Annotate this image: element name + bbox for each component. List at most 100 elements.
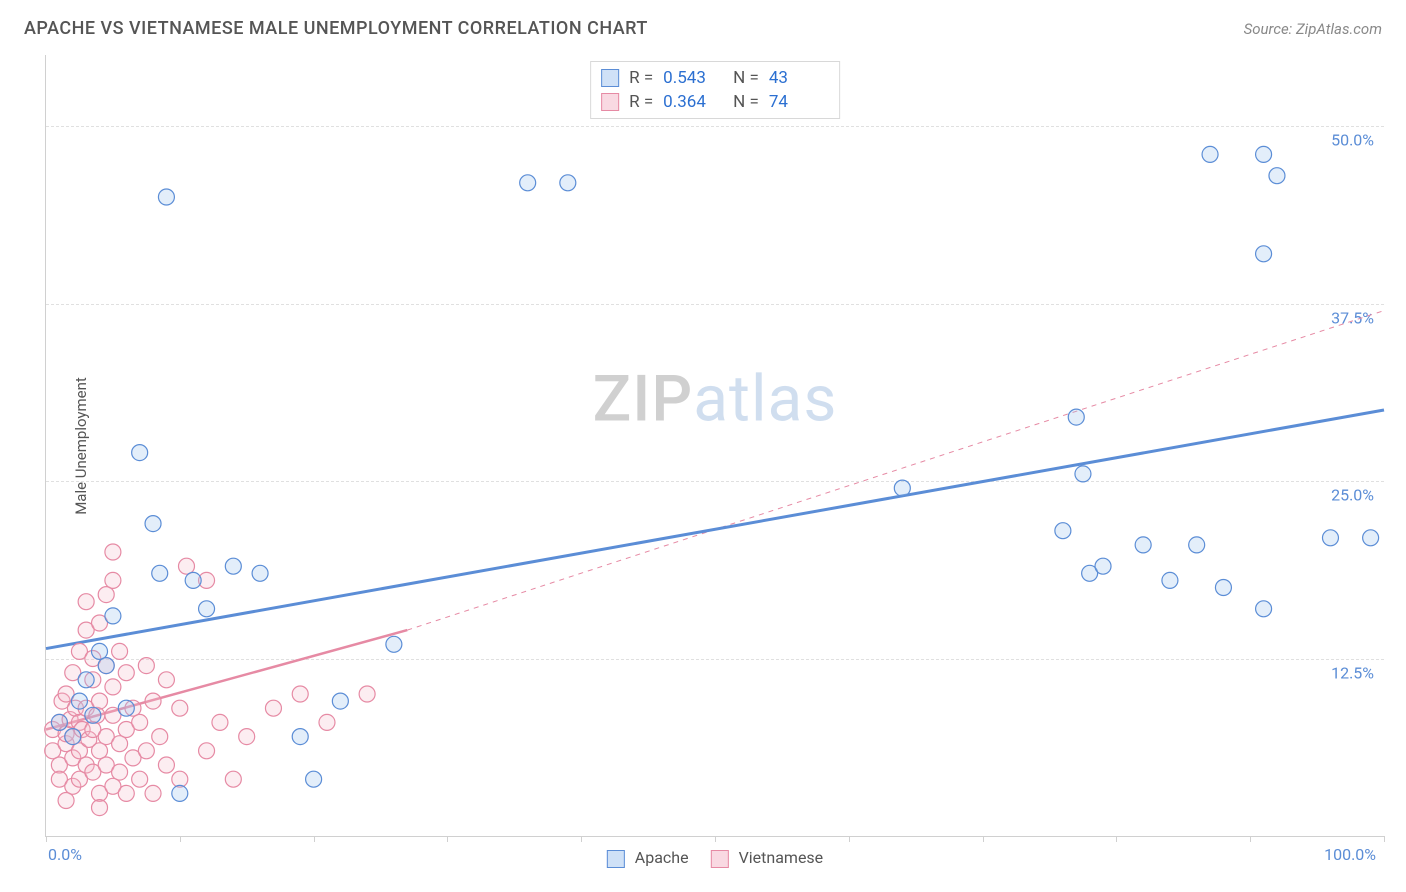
data-point-vietnamese — [199, 743, 215, 759]
data-point-vietnamese — [92, 743, 108, 759]
legend-row-apache: R = 0.543 N = 43 — [601, 66, 829, 90]
data-point-vietnamese — [158, 672, 174, 688]
data-point-vietnamese — [78, 594, 94, 610]
data-point-vietnamese — [212, 714, 228, 730]
data-point-apache — [1256, 246, 1272, 262]
data-point-apache — [85, 707, 101, 723]
data-point-vietnamese — [265, 700, 281, 716]
source-attribution: Source: ZipAtlas.com — [1244, 20, 1382, 38]
data-point-vietnamese — [145, 785, 161, 801]
series-legend: Apache Vietnamese — [607, 848, 823, 868]
trend-line-dashed — [407, 311, 1384, 630]
r-value-vietnamese: 0.364 — [663, 92, 723, 112]
x-tick — [1250, 836, 1251, 842]
data-point-apache — [92, 643, 108, 659]
data-point-vietnamese — [112, 764, 128, 780]
data-point-apache — [78, 672, 94, 688]
data-point-apache — [98, 658, 114, 674]
data-point-apache — [1068, 409, 1084, 425]
data-point-apache — [292, 729, 308, 745]
x-tick — [715, 836, 716, 842]
n-value-vietnamese: 74 — [769, 92, 829, 112]
data-point-apache — [158, 189, 174, 205]
n-value-apache: 43 — [769, 68, 829, 88]
data-point-vietnamese — [118, 665, 134, 681]
data-point-apache — [560, 175, 576, 191]
data-point-vietnamese — [239, 729, 255, 745]
data-point-vietnamese — [292, 686, 308, 702]
plot-svg — [46, 55, 1384, 836]
x-axis-min-label: 0.0% — [48, 845, 82, 864]
correlation-legend: R = 0.543 N = 43 R = 0.364 N = 74 — [590, 61, 840, 119]
x-tick — [180, 836, 181, 842]
data-point-apache — [1189, 537, 1205, 553]
x-tick — [46, 836, 47, 842]
data-point-apache — [1322, 530, 1338, 546]
trend-line — [46, 410, 1384, 649]
legend-item-vietnamese: Vietnamese — [711, 848, 824, 868]
chart-title: APACHE VS VIETNAMESE MALE UNEMPLOYMENT C… — [24, 18, 648, 39]
data-point-vietnamese — [158, 757, 174, 773]
data-point-apache — [132, 445, 148, 461]
data-point-vietnamese — [359, 686, 375, 702]
data-point-vietnamese — [112, 736, 128, 752]
data-point-apache — [252, 565, 268, 581]
data-point-apache — [185, 572, 201, 588]
legend-swatch-vietnamese — [601, 93, 619, 111]
data-point-apache — [145, 516, 161, 532]
x-tick — [581, 836, 582, 842]
data-point-apache — [332, 693, 348, 709]
x-tick — [447, 836, 448, 842]
data-point-vietnamese — [145, 693, 161, 709]
r-value-apache: 0.543 — [663, 68, 723, 88]
data-point-apache — [1256, 601, 1272, 617]
data-point-vietnamese — [225, 771, 241, 787]
data-point-apache — [1256, 146, 1272, 162]
data-point-apache — [1363, 530, 1379, 546]
data-point-apache — [1095, 558, 1111, 574]
data-point-apache — [894, 480, 910, 496]
data-point-apache — [1162, 572, 1178, 588]
data-point-vietnamese — [105, 679, 121, 695]
data-point-vietnamese — [172, 700, 188, 716]
data-point-vietnamese — [105, 544, 121, 560]
data-point-vietnamese — [105, 572, 121, 588]
data-point-vietnamese — [118, 785, 134, 801]
data-point-vietnamese — [58, 793, 74, 809]
data-point-apache — [118, 700, 134, 716]
data-point-apache — [225, 558, 241, 574]
data-point-apache — [152, 565, 168, 581]
data-point-vietnamese — [319, 714, 335, 730]
data-point-apache — [1135, 537, 1151, 553]
data-point-vietnamese — [112, 643, 128, 659]
legend-swatch-apache — [601, 69, 619, 87]
data-point-vietnamese — [92, 800, 108, 816]
data-point-apache — [51, 714, 67, 730]
data-point-vietnamese — [132, 714, 148, 730]
data-point-vietnamese — [92, 693, 108, 709]
data-point-vietnamese — [132, 771, 148, 787]
data-point-vietnamese — [172, 771, 188, 787]
data-point-apache — [1075, 466, 1091, 482]
data-point-apache — [306, 771, 322, 787]
data-point-apache — [1202, 146, 1218, 162]
legend-row-vietnamese: R = 0.364 N = 74 — [601, 90, 829, 114]
data-point-apache — [1269, 168, 1285, 184]
data-point-apache — [1055, 523, 1071, 539]
data-point-vietnamese — [152, 729, 168, 745]
data-point-apache — [105, 608, 121, 624]
data-point-vietnamese — [178, 558, 194, 574]
data-point-apache — [386, 636, 402, 652]
data-point-apache — [520, 175, 536, 191]
x-tick — [983, 836, 984, 842]
data-point-apache — [1215, 580, 1231, 596]
data-point-apache — [71, 693, 87, 709]
data-point-vietnamese — [98, 587, 114, 603]
x-tick — [1384, 836, 1385, 842]
x-tick — [1116, 836, 1117, 842]
x-tick — [314, 836, 315, 842]
data-point-vietnamese — [138, 658, 154, 674]
data-point-apache — [199, 601, 215, 617]
data-point-apache — [65, 729, 81, 745]
data-point-vietnamese — [138, 743, 154, 759]
